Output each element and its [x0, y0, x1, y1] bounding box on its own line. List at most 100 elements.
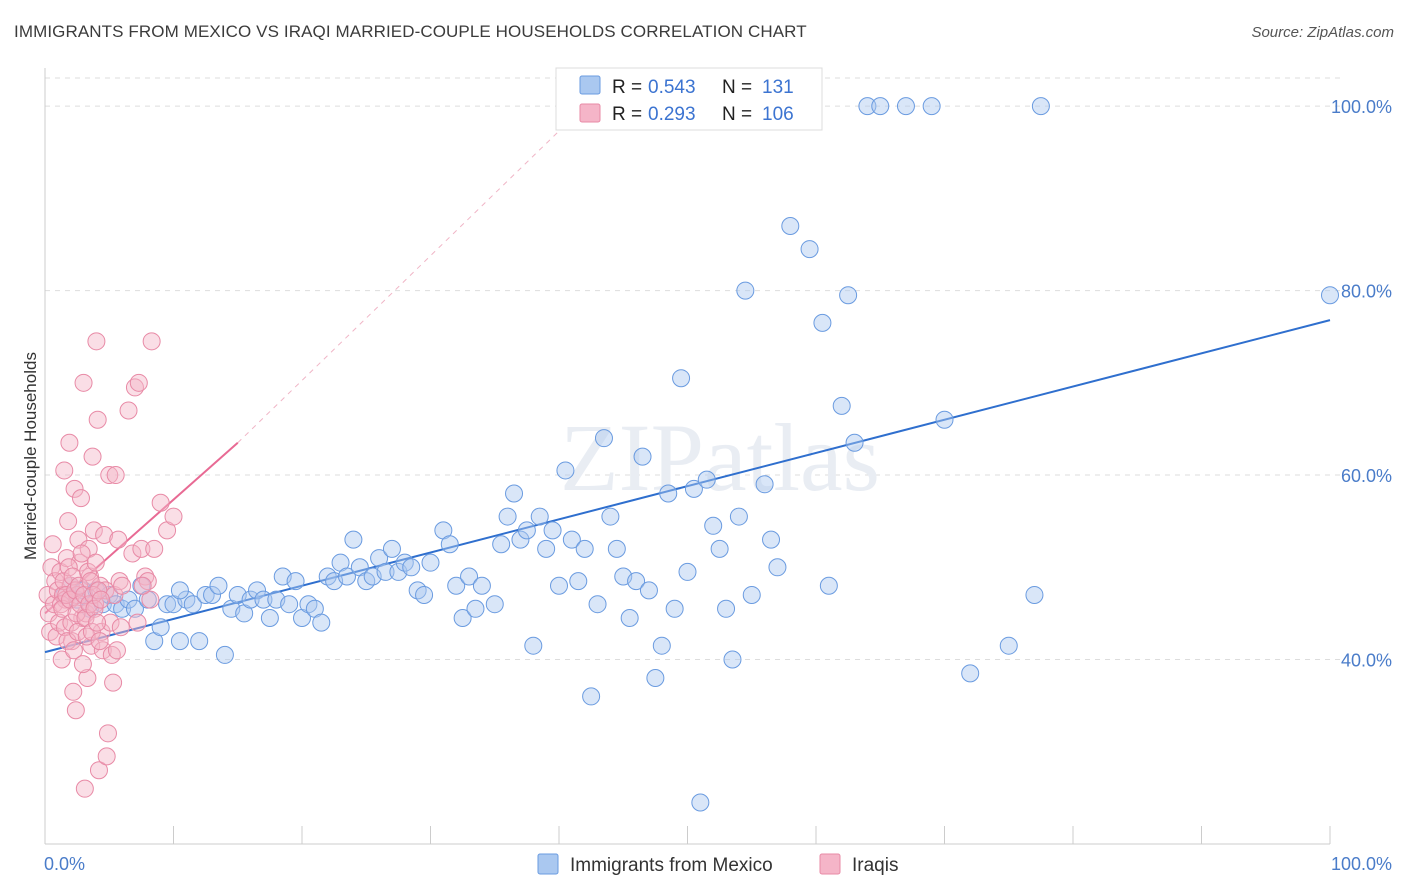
point-iraqis: [142, 332, 161, 351]
point-iraqis: [128, 613, 147, 632]
point-mexico: [492, 535, 511, 554]
point-mexico: [1031, 97, 1050, 116]
point-mexico: [633, 447, 652, 466]
point-mexico: [286, 572, 305, 591]
point-mexico: [318, 567, 337, 586]
point-mexico: [203, 585, 222, 604]
legend-swatch-blue: [579, 75, 601, 95]
point-mexico: [896, 97, 915, 116]
point-iraqis: [88, 410, 107, 429]
point-mexico: [858, 97, 877, 116]
point-mexico: [453, 609, 472, 628]
point-iraqis: [73, 655, 92, 674]
point-mexico: [395, 553, 414, 572]
point-mexico: [254, 590, 273, 609]
x-tick-labels: 0.0% 100.0%: [44, 854, 1392, 874]
point-mexico: [646, 668, 665, 687]
point-iraqis: [89, 761, 108, 780]
point-iraqis: [64, 641, 83, 660]
point-mexico: [113, 599, 132, 618]
point-mexico: [312, 613, 331, 632]
point-mexico: [678, 562, 697, 581]
point-iraqis: [55, 461, 74, 480]
point-iraqis: [132, 539, 151, 558]
point-mexico: [408, 581, 427, 600]
series-legend-swatch-iraqis: [819, 853, 841, 875]
point-mexico: [125, 599, 144, 618]
x-tick-label: 0.0%: [44, 854, 85, 874]
point-mexico: [999, 636, 1018, 655]
point-mexico: [569, 572, 588, 591]
point-iraqis: [88, 613, 107, 632]
point-mexico: [691, 793, 710, 812]
point-mexico: [209, 576, 228, 595]
point-iraqis: [104, 673, 123, 692]
point-iraqis: [39, 604, 58, 623]
y-tick-labels: 40.0% 60.0% 80.0% 100.0%: [1331, 97, 1392, 670]
point-mexico: [736, 281, 755, 300]
point-mexico: [762, 530, 781, 549]
legend-r-label: R =: [612, 104, 642, 125]
point-mexico: [170, 632, 189, 651]
point-iraqis: [74, 373, 93, 392]
y-tick-label: 40.0%: [1341, 651, 1392, 671]
point-mexico: [768, 558, 787, 577]
point-iraqis: [141, 590, 160, 609]
stats-legend: R = 0.543 N = 131 R = 0.293 N = 106: [555, 67, 823, 131]
trend-line-mexico: [44, 319, 1331, 654]
point-mexico: [665, 599, 684, 618]
point-iraqis: [109, 530, 128, 549]
point-iraqis: [66, 701, 85, 720]
point-mexico: [248, 581, 267, 600]
point-mexico: [1025, 585, 1044, 604]
point-iraqis: [69, 530, 88, 549]
point-mexico: [190, 632, 209, 651]
legend-n-value: 106: [762, 104, 794, 125]
point-mexico: [781, 217, 800, 236]
point-mexico: [723, 650, 742, 669]
point-iraqis: [72, 544, 91, 563]
point-iraqis: [92, 622, 111, 641]
point-mexico: [684, 479, 703, 498]
point-iraqis: [123, 544, 142, 563]
point-iraqis: [86, 553, 105, 572]
point-mexico: [530, 507, 549, 526]
point-iraqis: [84, 521, 103, 540]
point-mexico: [832, 396, 851, 415]
point-iraqis: [83, 447, 102, 466]
point-mexico: [819, 576, 838, 595]
point-mexico: [922, 97, 941, 116]
y-tick-label: 100.0%: [1331, 97, 1392, 117]
point-mexico: [620, 609, 639, 628]
point-mexico: [485, 595, 504, 614]
point-mexico: [543, 521, 562, 540]
point-mexico: [813, 313, 832, 332]
point-iraqis: [98, 724, 117, 743]
y-tick-label: 60.0%: [1341, 466, 1392, 486]
point-mexico: [800, 240, 819, 259]
point-mexico: [466, 599, 485, 618]
point-mexico: [196, 585, 215, 604]
point-iraqis: [151, 493, 170, 512]
legend-r-label: R =: [612, 77, 642, 98]
point-mexico: [582, 687, 601, 706]
point-iraqis: [85, 599, 104, 618]
point-mexico: [344, 530, 363, 549]
point-mexico: [177, 590, 196, 609]
point-mexico: [672, 369, 691, 388]
point-iraqis: [100, 466, 119, 485]
point-iraqis: [110, 572, 129, 591]
point-iraqis: [145, 539, 164, 558]
point-mexico: [659, 484, 678, 503]
chart-title: IMMIGRANTS FROM MEXICO VS IRAQI MARRIED-…: [14, 22, 807, 41]
point-mexico: [447, 576, 466, 595]
point-mexico: [717, 599, 736, 618]
point-iraqis: [82, 622, 101, 641]
point-iraqis: [68, 622, 87, 641]
point-mexico: [697, 470, 716, 489]
point-mexico: [594, 429, 613, 448]
point-mexico: [839, 286, 858, 305]
point-mexico: [440, 535, 459, 554]
point-mexico: [299, 595, 318, 614]
